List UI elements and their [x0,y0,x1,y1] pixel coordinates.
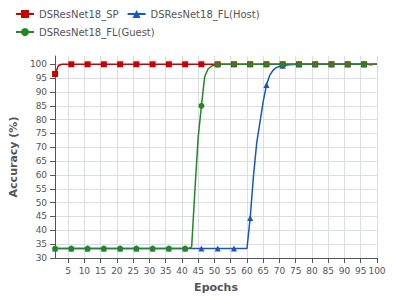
svg-text:DSResNet18_FL(Host): DSResNet18_FL(Host) [151,9,260,21]
svg-text:85: 85 [36,101,47,111]
svg-text:80: 80 [306,266,318,276]
svg-text:15: 15 [95,266,106,276]
svg-text:70: 70 [36,142,48,152]
svg-text:75: 75 [290,266,301,276]
svg-text:100: 100 [368,266,385,276]
svg-text:90: 90 [339,266,351,276]
svg-text:55: 55 [225,266,236,276]
svg-text:25: 25 [127,266,138,276]
svg-text:Accuracy (%): Accuracy (%) [7,117,20,198]
svg-text:75: 75 [36,128,47,138]
svg-text:80: 80 [36,115,48,125]
svg-text:95: 95 [355,266,366,276]
svg-text:55: 55 [36,184,47,194]
svg-text:95: 95 [36,73,47,83]
svg-text:30: 30 [36,253,48,263]
svg-text:35: 35 [36,239,47,249]
svg-text:60: 60 [241,266,253,276]
svg-text:45: 45 [192,266,203,276]
svg-text:40: 40 [36,225,48,235]
svg-text:50: 50 [209,266,221,276]
svg-text:100: 100 [30,59,47,69]
svg-text:65: 65 [257,266,268,276]
svg-text:35: 35 [160,266,171,276]
svg-text:10: 10 [79,266,91,276]
svg-text:40: 40 [176,266,188,276]
svg-text:45: 45 [36,211,47,221]
svg-text:30: 30 [144,266,156,276]
svg-text:90: 90 [36,87,48,97]
svg-text:Epochs: Epochs [194,281,238,294]
svg-text:20: 20 [111,266,123,276]
svg-text:60: 60 [36,170,48,180]
svg-text:70: 70 [274,266,286,276]
svg-text:DSResNet18_FL(Guest): DSResNet18_FL(Guest) [39,27,155,39]
svg-text:65: 65 [36,156,47,166]
svg-text:DSResNet18_SP: DSResNet18_SP [39,9,119,21]
svg-text:50: 50 [36,198,48,208]
svg-text:85: 85 [322,266,333,276]
svg-text:5: 5 [65,266,71,276]
